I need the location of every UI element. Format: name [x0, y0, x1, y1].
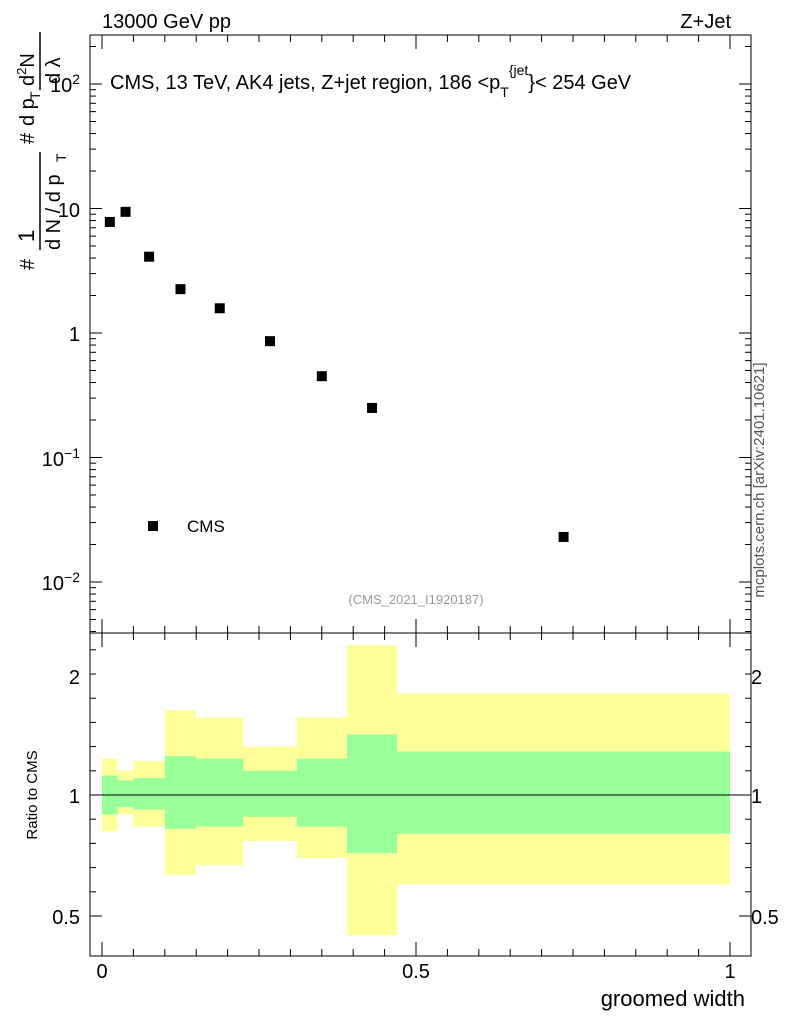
y-tick-100-base: 10 [50, 75, 72, 97]
data-point-3 [175, 284, 186, 295]
data-point-0 [104, 216, 115, 227]
title-sub: T [500, 84, 509, 100]
y-tick-0p01-base: 10 [42, 573, 64, 595]
ylabel-dN: d N / d p [43, 174, 65, 250]
ratio-ytick-left-2: 2 [69, 667, 80, 689]
y-tick-label-0p01: 10−2 [42, 569, 80, 595]
data-point-8 [558, 531, 569, 542]
stat-band-bin-7 [346, 734, 398, 854]
main-frame [89, 34, 752, 634]
y-tick-label-0p1: 10−1 [42, 445, 80, 471]
y-tick-label-1: 1 [69, 324, 80, 346]
ratio-panel: 2 1 0.5 2 1 0.5 Ratio to CMS 0 0.5 1 gro… [24, 632, 779, 1011]
data-point-4 [214, 303, 225, 314]
ylabel-dpT: d p [17, 98, 39, 126]
data-point-1 [120, 206, 131, 217]
title-sup: {jet [509, 62, 529, 78]
x-tick-label-1: 1 [724, 961, 735, 983]
y-tick-100-exp: 2 [72, 71, 80, 87]
title-prefix: CMS, 13 TeV, AK4 jets, Z+jet region, 186… [110, 72, 500, 94]
ylabel-T1: T [53, 153, 69, 162]
main-title: CMS, 13 TeV, AK4 jets, Z+jet region, 186… [110, 62, 632, 100]
main-ticks [90, 35, 751, 633]
legend-marker [148, 521, 158, 531]
y-tick-label-100: 102 [50, 71, 80, 97]
header-right: Z+Jet [680, 11, 731, 33]
stat-band-bin-4 [196, 758, 244, 827]
ylabel-hash1: # [17, 258, 39, 270]
ylabel-T2: T [27, 91, 43, 100]
ratio-ytick-right-1: 1 [751, 786, 762, 808]
y-tick-0p01-exp: −2 [64, 569, 80, 585]
stat-band-bin-1 [117, 780, 134, 808]
x-axis-label: groomed width [601, 986, 745, 1011]
x-tick-label-0: 0 [96, 961, 107, 983]
ylabel-hash2: # [17, 132, 39, 144]
y-tick-0p1-base: 10 [42, 449, 64, 471]
ratio-ytick-left-1: 1 [69, 786, 80, 808]
ratio-bands [102, 644, 730, 936]
ratio-ytick-right-0p5: 0.5 [751, 907, 779, 929]
legend-label: CMS [187, 517, 225, 536]
header-left: 13000 GeV pp [102, 11, 231, 33]
y-axis-label: # 1 d N / d p T # d p T d2N d λ [14, 32, 69, 270]
data-point-5 [264, 336, 275, 347]
x-tick-label-0p5: 0.5 [402, 961, 430, 983]
title-close: } [528, 72, 535, 94]
data-point-6 [316, 371, 327, 382]
stat-band-bin-6 [296, 758, 347, 827]
ratio-ticks [90, 633, 751, 956]
y-tick-label-10: 10 [58, 200, 80, 222]
stat-band-bin-5 [243, 770, 297, 817]
mcplots-side-label: mcplots.cern.ch [arXiv:2401.10621] [751, 362, 768, 597]
ylabel-one: 1 [14, 230, 39, 242]
stat-band-bin-8 [397, 751, 730, 834]
ylabel-num: d2N [14, 53, 39, 86]
ratio-ytick-left-0p5: 0.5 [52, 907, 80, 929]
y-tick-0p1-exp: −1 [64, 445, 80, 461]
ratio-ytick-right-2: 2 [751, 667, 762, 689]
main-marks [104, 206, 569, 542]
stat-band-bin-2 [133, 778, 165, 810]
main-panel: 102 10 1 10−1 10−2 # 1 d N / d p T # d p… [14, 32, 752, 634]
data-point-7 [367, 402, 378, 413]
ratio-y-axis-label: Ratio to CMS [24, 750, 41, 839]
ylabel-den: d λ [43, 57, 65, 84]
stat-band-bin-3 [164, 756, 197, 829]
analysis-watermark: (CMS_2021_I1920187) [348, 592, 483, 607]
title-suffix: < 254 GeV [535, 72, 632, 94]
data-point-2 [144, 251, 155, 262]
